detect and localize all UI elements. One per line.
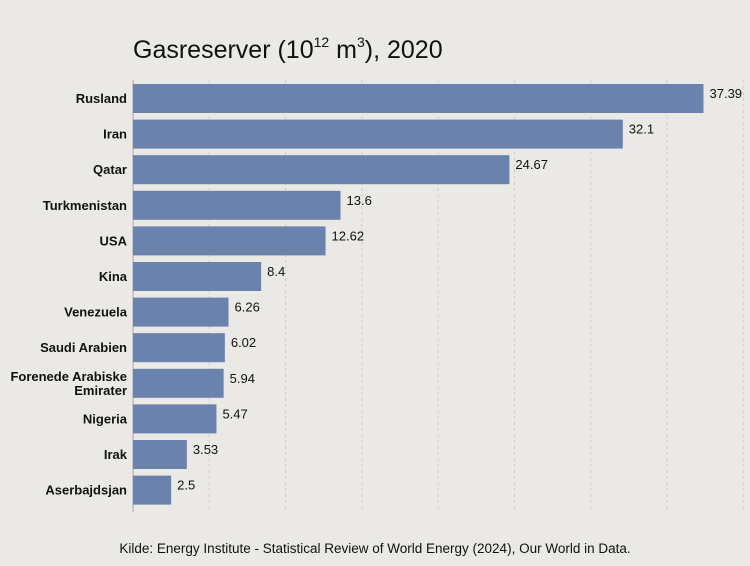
- category-label: Turkmenistan: [43, 198, 127, 213]
- category-labels: Rusland Iran Qatar Turkmenistan USA Kina Venez…: [10, 91, 127, 498]
- value-label: 8.4: [267, 264, 285, 279]
- bar: [133, 119, 623, 149]
- category-label: Iran: [103, 127, 127, 142]
- bar: [133, 404, 217, 434]
- bar: [133, 297, 229, 327]
- value-label: 5.47: [222, 406, 247, 421]
- category-label: Rusland: [76, 91, 127, 106]
- value-label: 32.1: [629, 122, 654, 137]
- value-label: 6.02: [231, 335, 256, 350]
- category-label: Aserbajdsjan: [45, 483, 127, 498]
- category-label: USA: [100, 233, 128, 248]
- bar: [133, 333, 225, 363]
- value-label: 3.53: [193, 442, 218, 457]
- value-label: 5.94: [230, 371, 255, 386]
- category-label: Irak: [104, 447, 128, 462]
- chart-title: Gasreserver (1012 m3), 2020: [133, 34, 443, 64]
- bar: [133, 368, 224, 398]
- bar: [133, 226, 326, 256]
- category-label: Kina: [99, 269, 128, 284]
- bar: [133, 84, 704, 113]
- bar: [133, 262, 262, 291]
- category-label: Venezuela: [64, 305, 128, 320]
- source-note: Kilde: Energy Institute - Statistical Re…: [119, 541, 631, 556]
- value-label: 12.62: [332, 228, 365, 243]
- category-label: Nigeria: [83, 411, 128, 426]
- bar: [133, 475, 172, 505]
- value-label: 13.6: [347, 193, 372, 208]
- gridlines: [132, 80, 744, 512]
- category-label: Qatar: [93, 162, 127, 177]
- bar: [133, 155, 510, 185]
- value-label: 2.5: [177, 478, 195, 493]
- bar: [133, 190, 341, 220]
- value-labels: 37.39 32.1 24.67 13.6 12.62 8.4 6.26 6.02 5.94 5.…: [177, 86, 742, 493]
- bars: [133, 84, 704, 505]
- value-label: 37.39: [710, 86, 743, 101]
- category-label: Saudi Arabien: [40, 340, 127, 355]
- value-label: 24.67: [515, 157, 548, 172]
- bar: [133, 440, 187, 469]
- category-label: Forenede Arabiske Emirater: [10, 369, 127, 398]
- value-label: 6.26: [235, 300, 260, 315]
